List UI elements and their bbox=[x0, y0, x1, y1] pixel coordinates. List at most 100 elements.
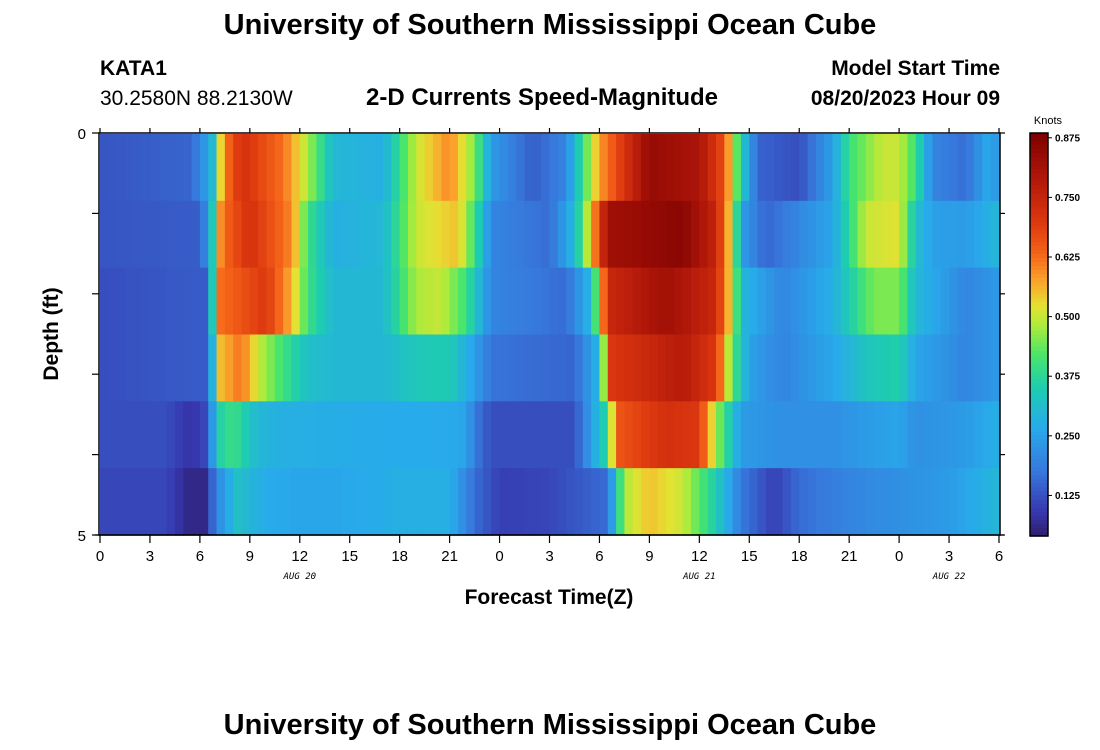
heatmap-cell bbox=[790, 468, 800, 536]
x-tick-label: 3 bbox=[146, 548, 154, 565]
heatmap-cell bbox=[990, 267, 1000, 336]
heatmap-cell bbox=[441, 267, 451, 336]
heatmap-cell bbox=[283, 468, 293, 536]
heatmap-cell bbox=[707, 200, 717, 269]
heatmap-cell bbox=[691, 267, 700, 336]
x-tick-label: 6 bbox=[595, 548, 603, 565]
heatmap-cell bbox=[274, 468, 284, 536]
page-title: University of Southern Mississippi Ocean… bbox=[223, 9, 877, 41]
heatmap-cell bbox=[849, 267, 859, 336]
x-tick-label: 18 bbox=[391, 548, 408, 565]
heatmap-cell bbox=[166, 468, 176, 536]
heatmap-cell bbox=[857, 334, 867, 402]
heatmap-cell bbox=[324, 200, 334, 269]
heatmap-cell bbox=[432, 468, 442, 536]
colorbar-swatch bbox=[1030, 415, 1048, 420]
heatmap-cell bbox=[191, 267, 201, 336]
heatmap-cell bbox=[474, 267, 484, 336]
colorbar-swatch bbox=[1030, 193, 1048, 199]
heatmap-cell bbox=[666, 401, 675, 469]
heatmap-cell bbox=[449, 267, 459, 336]
heatmap-cell bbox=[707, 334, 717, 402]
heatmap-cell bbox=[149, 200, 159, 269]
heatmap-cell bbox=[974, 134, 983, 202]
heatmap-cell bbox=[799, 468, 809, 536]
heatmap-cell bbox=[616, 134, 626, 202]
heatmap-cell bbox=[391, 267, 401, 336]
heatmap-cell bbox=[932, 134, 942, 202]
heatmap-cell bbox=[899, 334, 909, 402]
colorbar-swatch bbox=[1030, 342, 1048, 348]
heatmap-cell bbox=[124, 200, 134, 269]
heatmap-cell bbox=[874, 401, 884, 469]
heatmap-cell bbox=[632, 267, 642, 336]
y-axis: 05 bbox=[78, 126, 1005, 545]
heatmap-cell bbox=[657, 134, 667, 202]
heatmap-cell bbox=[765, 334, 775, 402]
heatmap-cell bbox=[732, 334, 742, 402]
heatmap-cell bbox=[607, 134, 617, 202]
heatmap-cell bbox=[474, 468, 484, 536]
colorbar-swatch bbox=[1030, 419, 1048, 424]
heatmap-cell bbox=[774, 334, 784, 402]
heatmap-cell bbox=[649, 267, 659, 336]
colorbar-swatch bbox=[1030, 427, 1048, 432]
colorbar-swatch bbox=[1030, 306, 1048, 311]
heatmap-cell bbox=[100, 267, 109, 336]
heatmap-cell bbox=[499, 267, 509, 336]
colorbar-swatch bbox=[1030, 455, 1048, 461]
heatmap-cell bbox=[424, 200, 434, 269]
heatmap-cell bbox=[832, 468, 842, 536]
colorbar-swatch bbox=[1030, 181, 1048, 186]
heatmap-cell bbox=[599, 334, 609, 402]
heatmap-cell bbox=[116, 134, 126, 202]
heatmap-cell bbox=[774, 468, 784, 536]
heatmap-cell bbox=[266, 200, 276, 269]
heatmap-cell bbox=[366, 401, 376, 469]
heatmap-cell bbox=[915, 334, 925, 402]
heatmap-cell bbox=[424, 401, 434, 469]
heatmap-cell bbox=[258, 334, 268, 402]
heatmap-cell bbox=[524, 267, 534, 336]
heatmap-cell bbox=[832, 401, 842, 469]
colorbar-swatch bbox=[1030, 475, 1048, 481]
heatmap-cell bbox=[807, 267, 817, 336]
colorbar-swatch bbox=[1030, 346, 1048, 352]
heatmap-cell bbox=[840, 334, 850, 402]
heatmap-cell bbox=[358, 200, 367, 269]
heatmap-cell bbox=[233, 334, 243, 402]
colorbar-swatch bbox=[1030, 197, 1048, 203]
heatmap-cell bbox=[291, 200, 301, 269]
date-label: AUG 21 bbox=[682, 572, 716, 582]
heatmap-cell bbox=[416, 134, 426, 202]
heatmap-cell bbox=[691, 200, 700, 269]
colorbar-swatch bbox=[1030, 447, 1048, 452]
heatmap-cell bbox=[990, 401, 1000, 469]
heatmap-cell bbox=[632, 401, 642, 469]
heatmap-cell bbox=[857, 401, 867, 469]
heatmap-cell bbox=[457, 200, 467, 269]
colorbar-swatch bbox=[1030, 515, 1048, 521]
heatmap-cell bbox=[100, 334, 109, 402]
heatmap-cell bbox=[541, 334, 551, 402]
heatmap-cell bbox=[291, 334, 301, 402]
heatmap-cell bbox=[574, 401, 584, 469]
heatmap-cell bbox=[449, 200, 459, 269]
heatmap-cell bbox=[374, 468, 384, 536]
heatmap-cell bbox=[749, 134, 759, 202]
heatmap-cell bbox=[982, 200, 992, 269]
colorbar-swatch bbox=[1030, 507, 1048, 513]
heatmap-cell bbox=[974, 468, 983, 536]
heatmap-cell bbox=[407, 200, 417, 269]
heatmap-cell bbox=[890, 200, 900, 269]
heatmap-cell bbox=[824, 334, 834, 402]
heatmap-cell bbox=[158, 401, 168, 469]
heatmap-cell bbox=[199, 334, 209, 402]
colorbar-swatch bbox=[1030, 294, 1048, 299]
heatmap-cell bbox=[582, 334, 592, 402]
colorbar-swatch bbox=[1030, 314, 1048, 319]
colorbar-swatch bbox=[1030, 374, 1048, 380]
y-axis-label: Depth (ft) bbox=[40, 287, 63, 380]
heatmap-cell bbox=[407, 401, 417, 469]
heatmap-cell bbox=[616, 468, 626, 536]
